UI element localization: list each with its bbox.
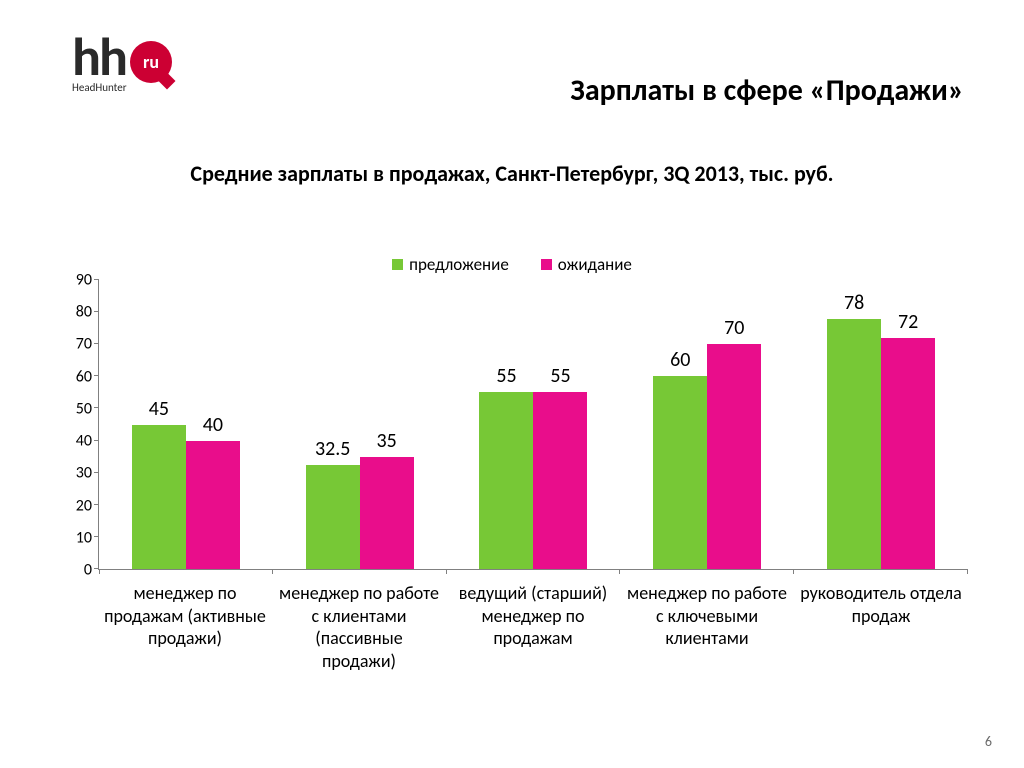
- x-axis-category-label: менеджер по продажам (активные продажи): [98, 576, 272, 672]
- y-axis-tick-label: 90: [76, 271, 92, 290]
- y-axis: 0102030405060708090: [68, 280, 98, 570]
- bar-expectation: 35: [360, 457, 414, 569]
- logo-subtext: HeadHunter: [72, 81, 172, 94]
- y-axis-tick-mark: [94, 536, 99, 537]
- y-axis-tick-mark: [94, 311, 99, 312]
- x-axis-category-label: ведущий (старший) менеджер по продажам: [446, 576, 620, 672]
- page-title: Зарплаты в сфере «Продажи»: [570, 72, 964, 109]
- logo-hh-text: hh: [72, 36, 126, 79]
- bar-value-label: 60: [670, 348, 690, 372]
- x-axis-tick: [967, 569, 968, 574]
- bar-groups: 454032.535555560707872: [99, 280, 968, 569]
- bar-offer: 45: [132, 425, 186, 570]
- y-axis-tick-mark: [94, 504, 99, 505]
- page-number: 6: [985, 733, 992, 750]
- y-axis-tick-mark: [94, 568, 99, 569]
- bar-value-label: 72: [898, 310, 918, 334]
- bar-value-label: 78: [844, 291, 864, 315]
- bar-group: 32.535: [273, 280, 447, 569]
- bar-expectation: 70: [707, 344, 761, 569]
- bar-expectation: 72: [881, 338, 935, 569]
- y-axis-tick-mark: [94, 375, 99, 376]
- bar-group: 4540: [99, 280, 273, 569]
- legend-swatch-icon: [541, 259, 552, 270]
- bar-value-label: 45: [149, 397, 169, 421]
- logo: hh ru HeadHunter: [72, 36, 172, 94]
- y-axis-tick-label: 70: [76, 335, 92, 354]
- x-axis-tick: [99, 569, 100, 574]
- x-axis-category-label: менеджер по работе с ключевыми клиентами: [620, 576, 794, 672]
- bar-group: 7872: [794, 280, 968, 569]
- bar-value-label: 55: [550, 364, 570, 388]
- y-axis-tick-label: 60: [76, 367, 92, 386]
- bar-offer: 78: [827, 319, 881, 569]
- bar-value-label: 40: [203, 413, 223, 437]
- x-axis-tick: [272, 569, 273, 574]
- x-axis-tick: [446, 569, 447, 574]
- bar-offer: 55: [479, 392, 533, 569]
- plot-area: 454032.535555560707872: [98, 280, 968, 570]
- y-axis-tick-mark: [94, 472, 99, 473]
- slide: hh ru HeadHunter Зарплаты в сфере «Прода…: [0, 0, 1024, 768]
- y-axis-tick-mark: [94, 440, 99, 441]
- bar-value-label: 55: [496, 364, 516, 388]
- y-axis-tick-label: 0: [84, 561, 92, 580]
- y-axis-tick-label: 10: [76, 528, 92, 547]
- y-axis-tick-mark: [94, 279, 99, 280]
- x-axis-tick: [619, 569, 620, 574]
- x-axis-category-label: менеджер по работе с клиентами (пассивны…: [272, 576, 446, 672]
- bar-expectation: 40: [186, 441, 240, 569]
- legend-swatch-icon: [392, 259, 403, 270]
- y-axis-tick-mark: [94, 343, 99, 344]
- y-axis-tick-label: 50: [76, 399, 92, 418]
- legend-item: ожидание: [541, 254, 632, 275]
- legend-label: предложение: [409, 254, 509, 275]
- legend-item: предложение: [392, 254, 509, 275]
- y-axis-tick-label: 80: [76, 303, 92, 322]
- bar-offer: 60: [653, 376, 707, 569]
- y-axis-tick-mark: [94, 407, 99, 408]
- salary-bar-chart: 0102030405060708090 454032.5355555607078…: [68, 280, 968, 570]
- bar-offer: 32.5: [306, 465, 360, 569]
- y-axis-tick-label: 40: [76, 432, 92, 451]
- x-axis-category-label: руководитель отдела продаж: [794, 576, 968, 672]
- y-axis-tick-label: 30: [76, 464, 92, 483]
- y-axis-tick-label: 20: [76, 496, 92, 515]
- x-axis-tick: [793, 569, 794, 574]
- legend-label: ожидание: [558, 254, 632, 275]
- chart-legend: предложение ожидание: [0, 254, 1024, 275]
- x-axis-labels: менеджер по продажам (активные продажи)м…: [98, 576, 968, 672]
- chart-subtitle: Средние зарплаты в продажах, Санкт-Петер…: [0, 160, 1024, 187]
- logo-ru-badge: ru: [130, 41, 172, 83]
- bar-value-label: 32.5: [315, 437, 350, 461]
- bar-value-label: 70: [724, 316, 744, 340]
- bar-group: 6070: [620, 280, 794, 569]
- bar-expectation: 55: [533, 392, 587, 569]
- bar-value-label: 35: [377, 429, 397, 453]
- bar-group: 5555: [447, 280, 621, 569]
